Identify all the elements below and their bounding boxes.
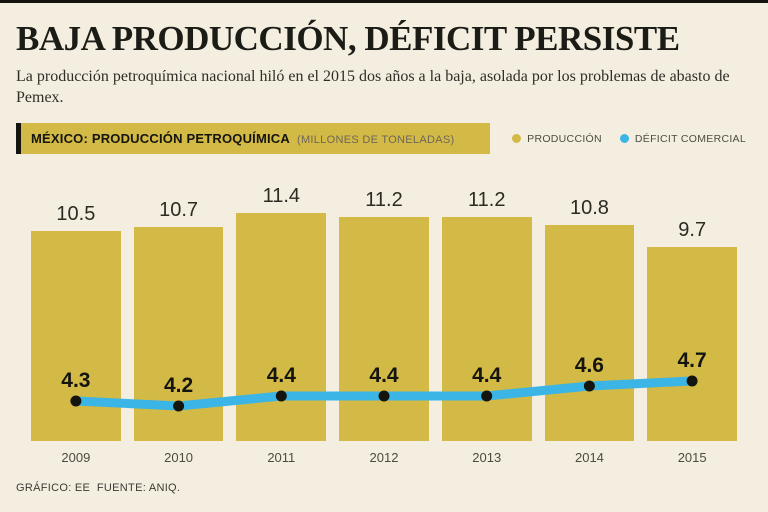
- bar-column: 11.2: [441, 189, 532, 442]
- x-axis-label: 2009: [61, 450, 91, 466]
- legend-label-produccion: PRODUCCIÓN: [527, 132, 602, 145]
- chart: 10.5 10.7 11.4 11.2 11.2 10.8 9.7 4.3 4.2 4.4 4.4…: [16, 166, 752, 465]
- x-axis-label: 2014: [574, 450, 604, 466]
- legend-item-deficit: DÉFICIT COMERCIAL: [619, 132, 746, 145]
- x-axis: 2009 2010 2011 2012 2013 2014 2015: [16, 441, 752, 465]
- bar-column: 10.8: [544, 197, 635, 442]
- bar-value-label: 11.2: [468, 189, 506, 212]
- x-axis-label: 2011: [267, 450, 296, 466]
- production-bar: [339, 217, 429, 442]
- x-axis-label: 2015: [677, 450, 707, 466]
- bar-column: 11.2: [339, 189, 429, 442]
- bar-value-label: 11.2: [365, 189, 403, 212]
- production-bar: [647, 247, 738, 442]
- bar-value-label: 10.8: [569, 197, 609, 220]
- x-axis-label: 2013: [472, 450, 502, 466]
- top-border-rule: [0, 0, 768, 3]
- page-title: BAJA PRODUCCIÓN, DÉFICIT PERSISTE: [16, 19, 680, 58]
- production-bar: [236, 213, 327, 442]
- bar-value-label: 9.7: [678, 219, 707, 242]
- legend: PRODUCCIÓN DÉFICIT COMERCIAL: [512, 123, 750, 154]
- chart-units: (MILLONES DE TONELADAS): [296, 134, 455, 147]
- production-bar: [544, 225, 635, 442]
- bar-value-label: 10.5: [56, 203, 96, 226]
- legend-label-deficit: DÉFICIT COMERCIAL: [634, 132, 746, 145]
- bar-value-label: 10.7: [159, 199, 199, 222]
- x-axis-label: 2012: [369, 450, 399, 466]
- production-bar: [133, 227, 224, 442]
- legend-item-produccion: PRODUCCIÓN: [512, 133, 602, 145]
- x-axis-label: 2010: [164, 450, 194, 466]
- chart-header-row: MÉXICO: PRODUCCIÓN PETROQUÍMICA (MILLONE…: [16, 123, 750, 155]
- header: BAJA PRODUCCIÓN, DÉFICIT PERSISTE La pro…: [0, 3, 768, 108]
- bar-column: 10.5: [31, 203, 121, 442]
- production-bar: [441, 217, 532, 442]
- page-subtitle: La producción petroquímica nacional hiló…: [16, 67, 730, 106]
- chart-title-strip: MÉXICO: PRODUCCIÓN PETROQUÍMICA (MILLONE…: [16, 123, 490, 155]
- bar-column: 9.7: [647, 219, 738, 442]
- source-credit: GRÁFICO: EE FUENTE: ANIQ.: [16, 482, 181, 495]
- produccion-dot-icon: [512, 134, 522, 144]
- bars-row: 10.5 10.7 11.4 11.2 11.2 10.8 9.7: [16, 166, 752, 442]
- deficit-dot-icon: [619, 134, 629, 144]
- plot-area: 10.5 10.7 11.4 11.2 11.2 10.8 9.7 4.3 4.2 4.4 4.4…: [16, 166, 752, 442]
- chart-title: MÉXICO: PRODUCCIÓN PETROQUÍMICA: [31, 131, 290, 147]
- bar-value-label: 11.4: [262, 185, 301, 208]
- bar-column: 11.4: [236, 185, 327, 442]
- production-bar: [31, 231, 121, 442]
- bar-column: 10.7: [133, 199, 224, 442]
